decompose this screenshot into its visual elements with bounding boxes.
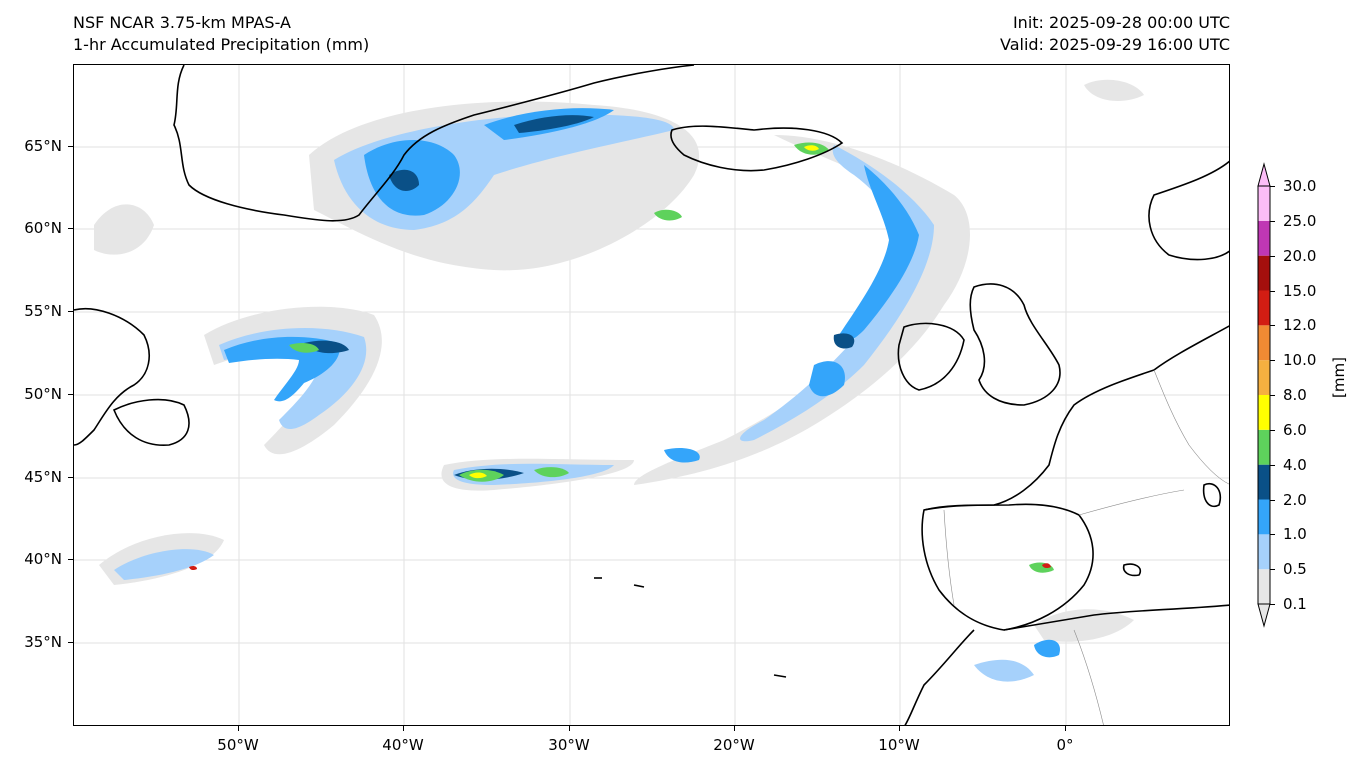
valid-time: Valid: 2025-09-29 16:00 UTC xyxy=(999,35,1230,54)
colorbar-level-label: 20.0 xyxy=(1283,247,1317,265)
colorbar-unit: [mm] xyxy=(1330,357,1348,398)
colorbar-segment xyxy=(1258,464,1270,500)
precip-light xyxy=(94,79,1144,642)
colorbar-level-label: 1.0 xyxy=(1283,525,1307,543)
lat-tick xyxy=(68,559,73,560)
colorbar-level-label: 0.1 xyxy=(1283,595,1307,613)
colorbar-level-label: 2.0 xyxy=(1283,491,1307,509)
map-canvas xyxy=(74,65,1229,725)
header-left: NSF NCAR 3.75-km MPAS-A 1-hr Accumulated… xyxy=(73,12,369,56)
lon-tick xyxy=(1065,726,1066,731)
colorbar-tick xyxy=(1270,569,1275,570)
lat-label-35: 35°N xyxy=(24,633,62,651)
colorbar-level-label: 8.0 xyxy=(1283,386,1307,404)
lat-tick xyxy=(68,228,73,229)
colorbar-segment xyxy=(1258,186,1270,221)
lat-label-50: 50°N xyxy=(24,385,62,403)
colorbar-tick xyxy=(1270,291,1275,292)
colorbar-tick xyxy=(1270,604,1275,605)
lon-tick xyxy=(403,726,404,731)
lon-label-30w: 30°W xyxy=(548,736,590,754)
colorbar-segment xyxy=(1258,360,1270,395)
colorbar-segment xyxy=(1258,395,1270,430)
colorbar-canvas xyxy=(1257,162,1271,628)
colorbar-segment xyxy=(1258,220,1270,256)
colorbar-segment xyxy=(1258,255,1270,291)
colorbar-tick xyxy=(1270,465,1275,466)
lon-tick xyxy=(238,726,239,731)
lon-label-20w: 20°W xyxy=(713,736,755,754)
colorbar-tick xyxy=(1270,500,1275,501)
field-title: 1-hr Accumulated Precipitation (mm) xyxy=(73,35,370,54)
colorbar-segment xyxy=(1258,290,1270,326)
colorbar-level-label: 15.0 xyxy=(1283,282,1317,300)
model-title: NSF NCAR 3.75-km MPAS-A xyxy=(73,13,291,32)
lon-tick xyxy=(899,726,900,731)
colorbar-segment xyxy=(1258,499,1270,535)
colorbar-tick xyxy=(1270,534,1275,535)
lon-label-10w: 10°W xyxy=(878,736,920,754)
lat-label-60: 60°N xyxy=(24,219,62,237)
colorbar-tick xyxy=(1270,256,1275,257)
colorbar-segment xyxy=(1258,325,1270,361)
colorbar-tick xyxy=(1270,360,1275,361)
lat-tick xyxy=(68,477,73,478)
colorbar-level-label: 25.0 xyxy=(1283,212,1317,230)
precip-red xyxy=(189,563,1051,571)
colorbar-segment xyxy=(1258,534,1270,570)
lat-tick xyxy=(68,146,73,147)
colorbar-tick xyxy=(1270,186,1275,187)
colorbar-level-label: 12.0 xyxy=(1283,316,1317,334)
lat-label-55: 55°N xyxy=(24,302,62,320)
lat-label-45: 45°N xyxy=(24,468,62,486)
colorbar-level-label: 30.0 xyxy=(1283,177,1317,195)
lon-tick xyxy=(569,726,570,731)
colorbar-segment xyxy=(1258,429,1270,465)
header-right: Init: 2025-09-28 00:00 UTC Valid: 2025-0… xyxy=(1000,12,1230,56)
colorbar-extend-max xyxy=(1257,162,1271,187)
colorbar-extend-min xyxy=(1257,603,1271,628)
colorbar xyxy=(1257,162,1271,628)
lon-tick xyxy=(734,726,735,731)
colorbar-tick xyxy=(1270,395,1275,396)
colorbar-tick xyxy=(1270,325,1275,326)
lat-tick xyxy=(68,394,73,395)
country-borders xyxy=(943,369,1229,725)
init-time: Init: 2025-09-28 00:00 UTC xyxy=(1012,13,1230,32)
colorbar-tick xyxy=(1270,430,1275,431)
lat-tick xyxy=(68,311,73,312)
colorbar-level-label: 10.0 xyxy=(1283,351,1317,369)
lon-label-50w: 50°W xyxy=(217,736,259,754)
lon-label-0: 0° xyxy=(1056,736,1074,754)
colorbar-tick xyxy=(1270,221,1275,222)
lat-label-40: 40°N xyxy=(24,550,62,568)
colorbar-level-label: 0.5 xyxy=(1283,560,1307,578)
precip-yellow xyxy=(469,145,819,479)
colorbar-level-label: 4.0 xyxy=(1283,456,1307,474)
lon-label-40w: 40°W xyxy=(382,736,424,754)
coastlines xyxy=(74,65,1229,725)
colorbar-level-label: 6.0 xyxy=(1283,421,1307,439)
lat-tick xyxy=(68,642,73,643)
map-panel xyxy=(73,64,1230,726)
lat-label-65: 65°N xyxy=(24,137,62,155)
colorbar-segment xyxy=(1258,569,1270,604)
